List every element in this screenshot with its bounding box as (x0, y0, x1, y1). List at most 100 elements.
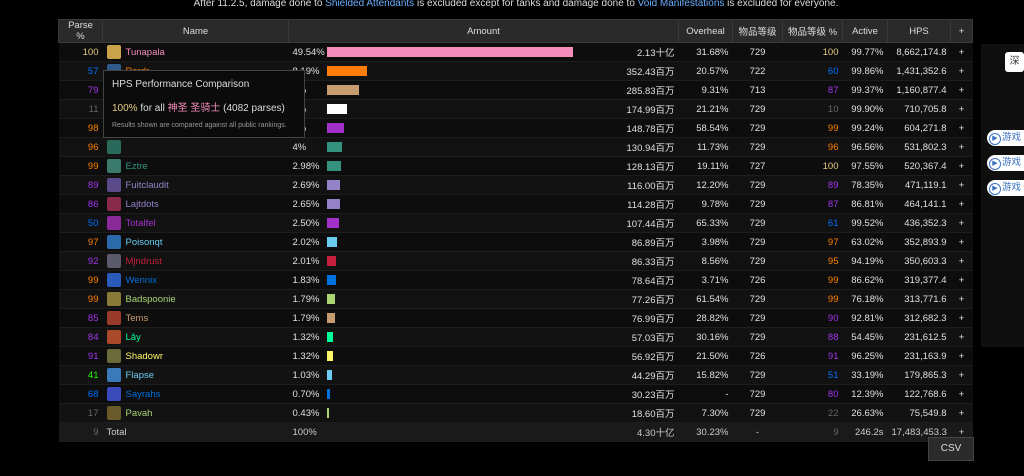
shielded-attendants-link[interactable]: Shielded Attendants (325, 0, 415, 9)
total-row: 9 Total 100% 4.30十亿 30.23% - 9 246.2s 17… (58, 422, 973, 442)
parse-percent: 98 (58, 118, 103, 138)
player-name-cell[interactable]: Totalfel (102, 213, 289, 233)
table-row[interactable]: 99 Badspoonie 1.79% 77.26百万 61.54% 729 99 76.18… (58, 289, 973, 309)
player-name-cell[interactable]: Flapse (102, 365, 289, 385)
overheal: 15.82% (678, 365, 733, 385)
player-name[interactable]: Lây (125, 331, 141, 343)
expand-button[interactable]: + (950, 270, 973, 290)
side-pill[interactable]: 深 (1005, 52, 1024, 72)
col-header-overheal[interactable]: Overheal (678, 19, 733, 43)
col-header-name[interactable]: Name (102, 19, 289, 43)
expand-button[interactable]: + (950, 194, 973, 214)
player-name-cell[interactable]: Lajtdots (102, 194, 289, 214)
player-name[interactable]: Shadowr (125, 350, 164, 362)
game-button[interactable]: ▶ 游戏 (987, 130, 1024, 146)
player-name-cell[interactable]: Lây (102, 327, 289, 347)
expand-button[interactable]: + (950, 137, 973, 157)
player-name-cell[interactable]: Tems (102, 308, 289, 328)
player-name[interactable]: Pavah (125, 407, 153, 419)
table-row[interactable]: 89 Fuitclaudit 2.69% 116.00百万 12.20% 729 89 78.… (58, 175, 973, 195)
player-name-cell[interactable]: Poisonqt (102, 232, 289, 252)
player-name[interactable]: Totalfel (125, 217, 156, 229)
table-row[interactable]: 97 Poisonqt 2.02% 86.89百万 3.98% 729 97 63.02% 35… (58, 232, 973, 252)
player-name[interactable]: Lajtdots (125, 198, 159, 210)
player-name-cell[interactable]: Shadowr (102, 346, 289, 366)
player-name-cell[interactable]: Pavah (102, 403, 289, 423)
player-name[interactable]: Badspoonie (125, 293, 176, 305)
amount-percent: 1.79% (292, 312, 320, 324)
table-row[interactable]: 41 Flapse 1.03% 44.29百万 15.82% 729 51 33.19% 179… (58, 365, 973, 385)
col-header-active[interactable]: Active (842, 19, 888, 43)
item-level: 729 (732, 232, 783, 252)
table-row[interactable]: 50 Totalfel 2.50% 107.44百万 65.33% 729 61 99.52%… (58, 213, 973, 233)
table-row[interactable]: 68 Sayrahs 0.70% 30.23百万 -729 80 12.39% 122,768… (58, 384, 973, 404)
expand-button[interactable]: + (950, 308, 973, 328)
expand-button[interactable]: + (950, 42, 973, 62)
player-name[interactable]: Tems (125, 312, 149, 324)
table-row[interactable]: 92 Mjndrust 2.01% 86.33百万 8.56% 729 95 94.19% 35… (58, 251, 973, 271)
expand-button[interactable]: + (950, 346, 973, 366)
expand-button[interactable]: + (950, 251, 973, 271)
expand-button[interactable]: + (950, 99, 973, 119)
col-header-ilvl-pct[interactable]: 物品等级 % (782, 19, 843, 43)
player-name-cell[interactable]: Mjndrust (102, 251, 289, 271)
parse-percent: 99 (58, 156, 103, 176)
expand-button[interactable]: + (950, 80, 973, 100)
amount-bar (326, 256, 337, 266)
amount-cell: 8.19% 352.43百万 (288, 61, 679, 81)
col-header-amount[interactable]: Amount (288, 19, 679, 43)
expand-button[interactable]: + (950, 232, 973, 252)
player-name-cell[interactable]: Sayrahs (102, 384, 289, 404)
player-name[interactable]: Flapse (125, 369, 155, 381)
table-row[interactable]: 91 Shadowr 1.32% 56.92百万 21.50% 726 91 96.25% 23… (58, 346, 973, 366)
table-row[interactable]: 99 Eztre 2.98% 128.13百万 19.11% 727 100 97.55% 52… (58, 156, 973, 176)
void-manifestations-link[interactable]: Void Manifestations (637, 0, 725, 9)
expand-button[interactable]: + (950, 403, 973, 423)
item-level: 729 (732, 99, 783, 119)
item-level: 729 (732, 194, 783, 214)
player-name[interactable]: Wennix (125, 274, 158, 286)
csv-export-button[interactable]: CSV (928, 437, 974, 461)
expand-button[interactable]: + (950, 213, 973, 233)
expand-button[interactable]: + (950, 61, 973, 81)
player-name[interactable]: Mjndrust (125, 255, 162, 267)
expand-button[interactable]: + (950, 118, 973, 138)
col-header-hps[interactable]: HPS (887, 19, 951, 43)
player-name-cell[interactable]: Tunapala (102, 42, 289, 62)
table-row[interactable]: 84 Lây 1.32% 57.03百万 30.16% 729 88 54.45% 231,61… (58, 327, 973, 347)
amount-bar (326, 294, 336, 304)
amount-percent: 1.32% (292, 350, 320, 362)
player-name[interactable]: Tunapala (125, 46, 165, 58)
table-row[interactable]: 17 Pavah 0.43% 18.60百万 7.30% 729 22 26.63% 75,54… (58, 403, 973, 423)
amount-bar (326, 142, 342, 152)
expand-button[interactable]: + (950, 175, 973, 195)
table-row[interactable]: 85 Tems 1.79% 76.99百万 28.82% 729 90 92.81% 312,6… (58, 308, 973, 328)
game-button[interactable]: ▶ 游戏 (987, 155, 1024, 171)
play-icon: ▶ (989, 183, 1001, 195)
table-row[interactable]: 99 Wennix 1.83% 78.64百万 3.71% 726 99 86.62% 319,… (58, 270, 973, 290)
player-name[interactable]: Eztre (125, 160, 148, 172)
player-name[interactable]: Fuitclaudit (125, 179, 169, 191)
table-row[interactable]: 100 Tunapala 49.54% 2.13十亿 31.68% 729 100 99.77… (58, 42, 973, 62)
active-time: 96.25% (842, 346, 888, 366)
add-column-button[interactable]: + (950, 19, 973, 43)
player-name-cell[interactable]: Badspoonie (102, 289, 289, 309)
expand-button[interactable]: + (950, 289, 973, 309)
player-name[interactable]: Sayrahs (125, 388, 161, 400)
game-button[interactable]: ▶ 游戏 (987, 180, 1024, 196)
player-name-cell[interactable]: Wennix (102, 270, 289, 290)
table-row[interactable]: 86 Lajtdots 2.65% 114.28百万 9.78% 729 87 86.81% 4… (58, 194, 973, 214)
player-name[interactable]: Poisonqt (125, 236, 163, 248)
expand-button[interactable]: + (950, 327, 973, 347)
col-header-ilvl[interactable]: 物品等级 (732, 19, 783, 43)
amount-percent: 8.19% (292, 65, 320, 77)
player-name-cell[interactable]: Eztre (102, 156, 289, 176)
player-name-cell[interactable] (102, 137, 289, 157)
expand-button[interactable]: + (950, 384, 973, 404)
expand-button[interactable]: + (950, 365, 973, 385)
table-row[interactable]: 96 4% 130.94百万 11.73% 729 96 96.56% 531,802.3 + (58, 137, 973, 157)
expand-button[interactable]: + (950, 156, 973, 176)
parse-percent: 89 (58, 175, 103, 195)
player-name-cell[interactable]: Fuitclaudit (102, 175, 289, 195)
col-header-parse[interactable]: Parse % (58, 19, 103, 43)
